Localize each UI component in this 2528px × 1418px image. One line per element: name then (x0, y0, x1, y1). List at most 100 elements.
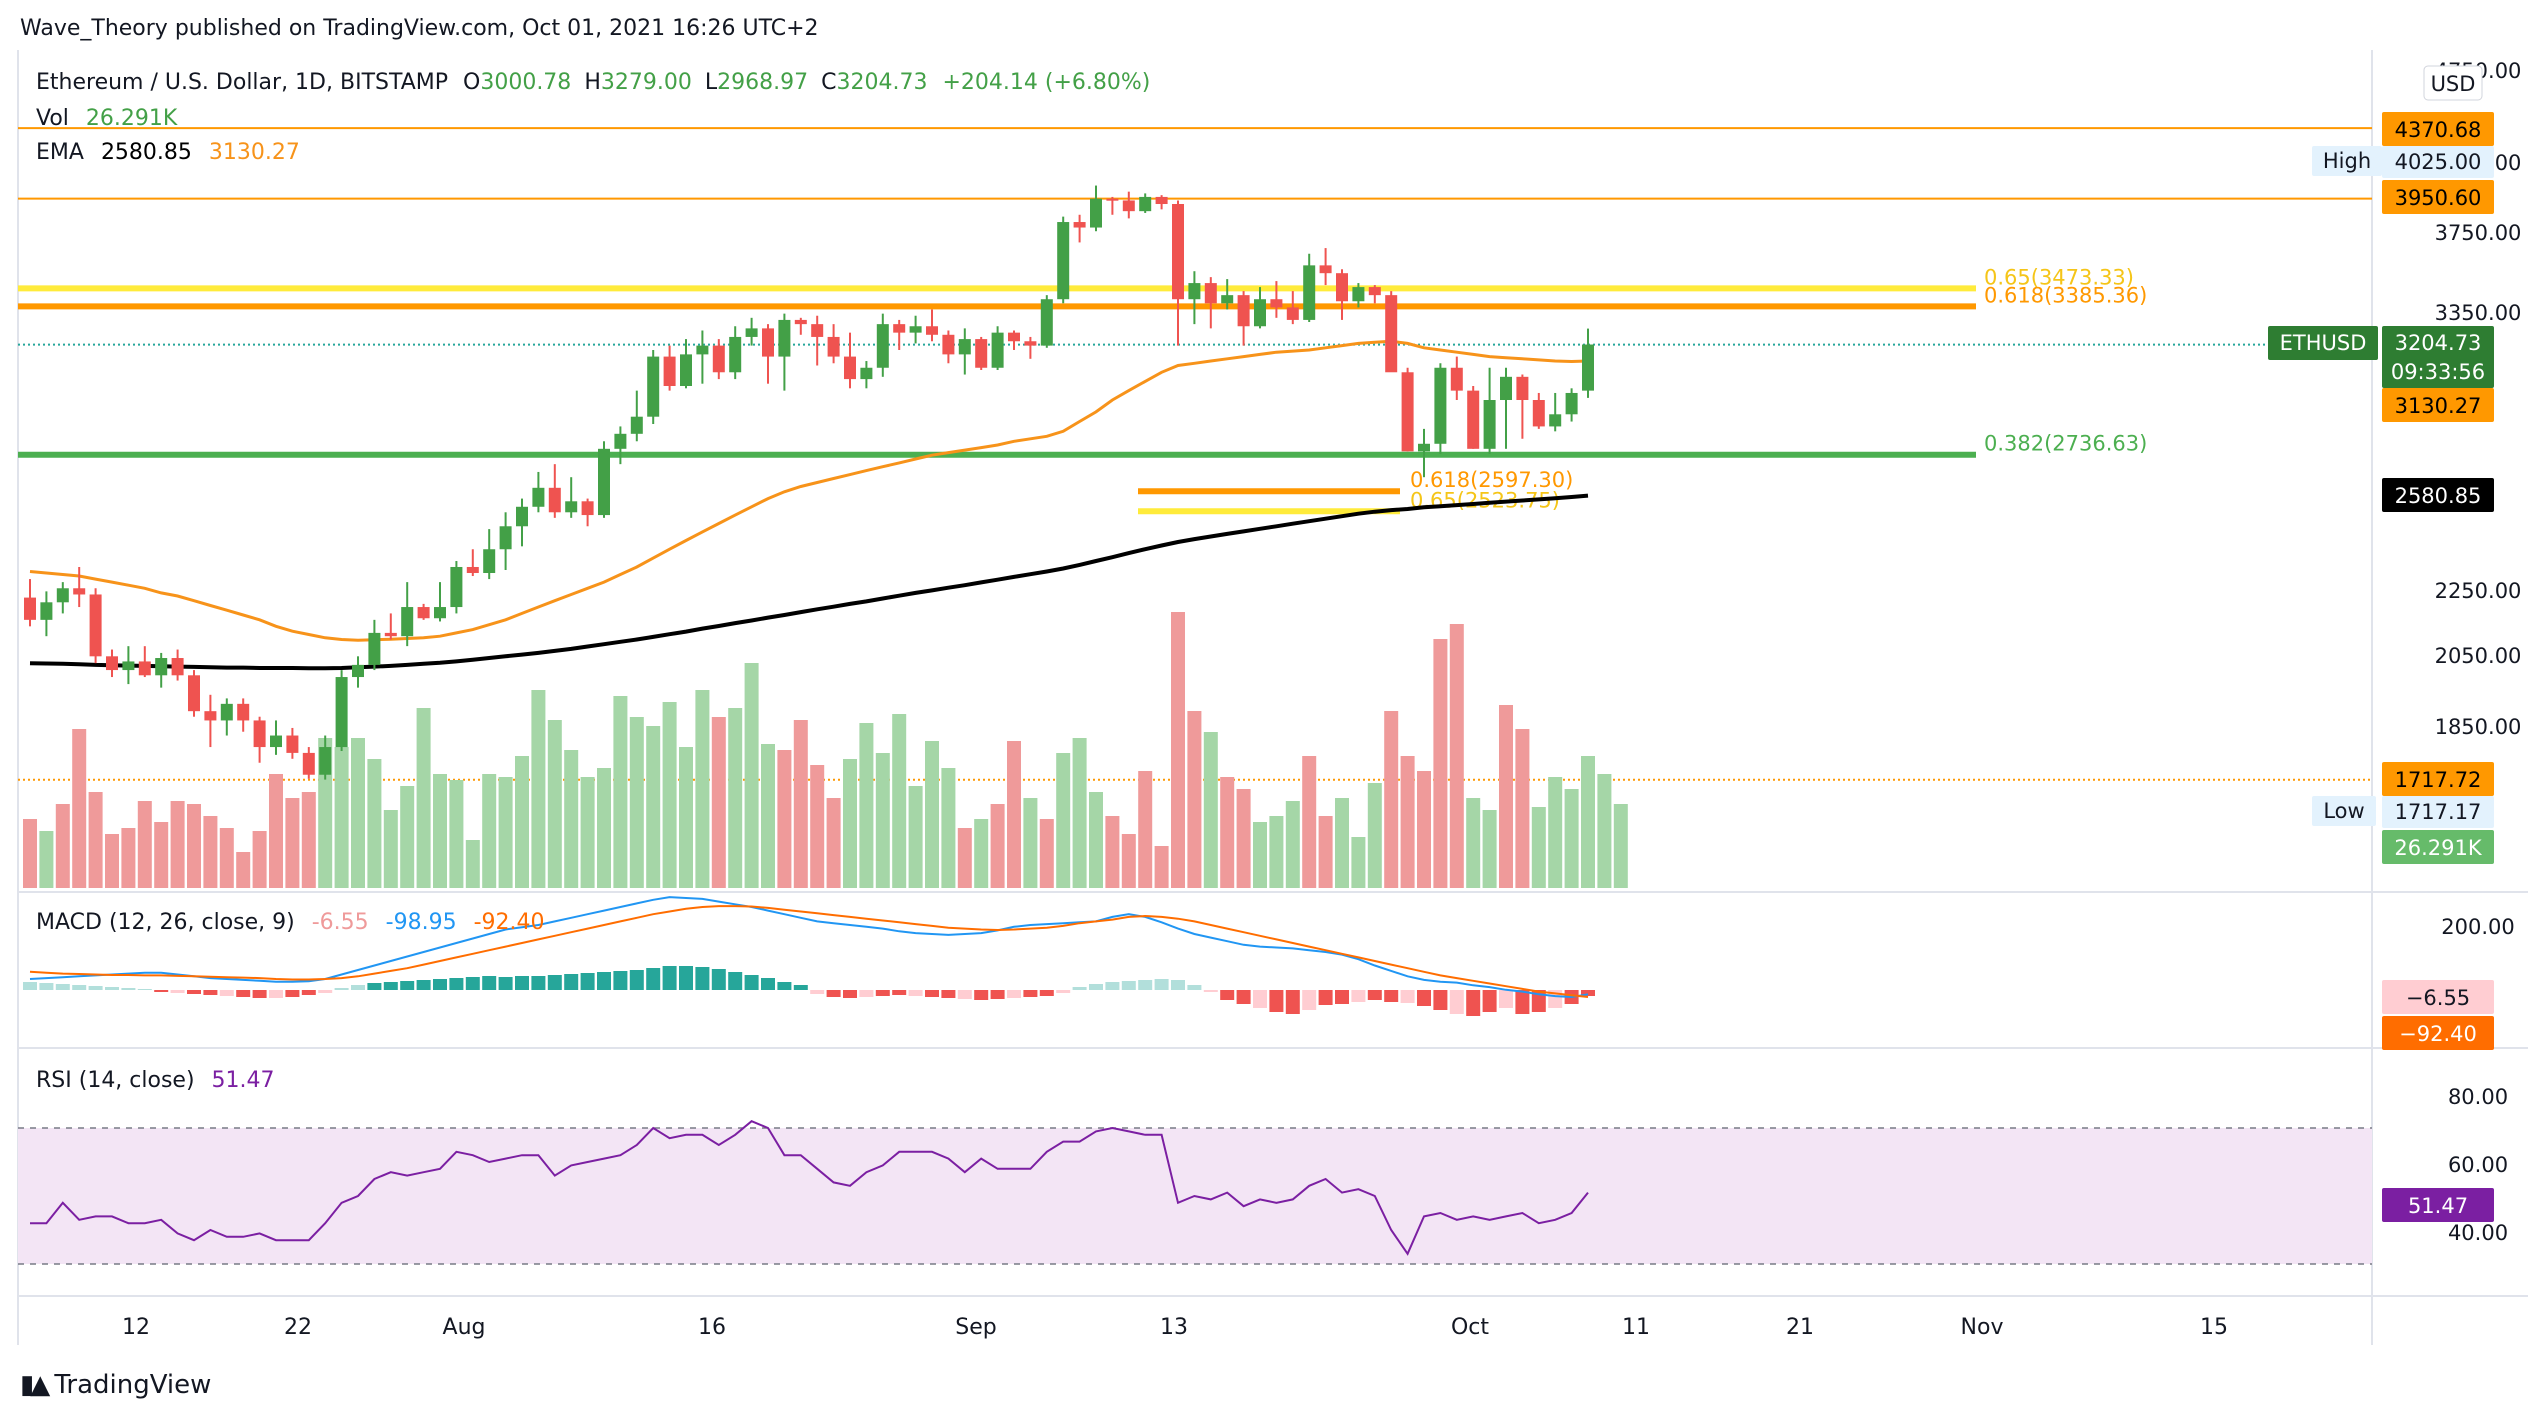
candle-body (712, 345, 725, 373)
legend-ema[interactable]: EMA 2580.85 3130.27 (36, 140, 300, 165)
candle-body (1024, 341, 1037, 346)
volume-bar (1531, 807, 1546, 888)
volume-bar (826, 798, 841, 888)
candle-body (1155, 196, 1168, 205)
volume-bar (941, 768, 956, 888)
volume-bar (1089, 792, 1103, 888)
macd-histogram-bar (1171, 980, 1185, 990)
volume-bar (547, 720, 562, 888)
volume-bar (137, 801, 152, 888)
volume-bar (433, 774, 447, 888)
volume-bar (236, 852, 251, 888)
low-tag-label: Low (2323, 799, 2364, 823)
rsi-legend[interactable]: RSI (14, close) 51.47 (36, 1068, 275, 1093)
macd-histogram-bar (957, 990, 972, 999)
macd-legend[interactable]: MACD (12, 26, close, 9) -6.55 -98.95 -92… (36, 910, 545, 935)
macd-histogram-bar (449, 978, 464, 990)
macd-signal-label-bg (2382, 1016, 2494, 1050)
price-label-4370: 4370.68 (2395, 118, 2482, 142)
macd-histogram-bar (1203, 990, 1218, 992)
ema-label: EMA (36, 140, 84, 165)
macd-histogram-bar (761, 978, 775, 990)
volume-bar (1597, 774, 1612, 888)
candle-body (1008, 332, 1020, 342)
macd-histogram-bar (1089, 984, 1103, 990)
candle-body (1303, 265, 1316, 320)
volume-bar (843, 759, 857, 888)
high-price-label: 4025.00 (2395, 150, 2482, 174)
volume-bar (1367, 783, 1382, 888)
macd-histogram-bar (154, 990, 169, 992)
candle-body (220, 703, 233, 721)
macd-histogram-bar (269, 990, 283, 998)
macd-histogram-bar (1072, 987, 1087, 990)
candle-body (384, 632, 397, 637)
macd-histogram-bar (1056, 990, 1071, 993)
volume-bar (761, 744, 775, 888)
candle-body (516, 506, 528, 527)
candle-body (286, 735, 299, 753)
candle-body (352, 664, 364, 678)
price-axis[interactable]: 4750.004025.003750.003350.002250.002050.… (2268, 59, 2521, 1245)
volume-bar (1203, 732, 1218, 888)
rsi-title: RSI (14, close) (36, 1068, 195, 1093)
volume-bar (859, 723, 874, 888)
candle-body (532, 487, 545, 507)
tradingview-watermark: ▮▲ TradingView (20, 1370, 211, 1400)
price-tick-label: 3750.00 (2435, 221, 2522, 245)
symbol-title[interactable]: Ethereum / U.S. Dollar, 1D, BITSTAMP (36, 70, 448, 95)
candle-body (73, 588, 86, 595)
ema-slow-price-label-bg (2382, 478, 2494, 512)
volume-bar (974, 819, 989, 888)
ema-slow-price-label: 2580.85 (2395, 484, 2482, 508)
macd-histogram-bar (1302, 990, 1317, 1010)
volume-bar (1417, 771, 1431, 888)
candle-body (40, 602, 53, 620)
macd-axis-tick: 200.00 (2441, 915, 2514, 939)
time-axis[interactable]: 12 22 Aug 16 Sep 13 Oct 11 21 Nov 15 (122, 1315, 2228, 1340)
volume-bar (252, 831, 267, 888)
macd-histogram-bar (170, 990, 185, 993)
candle-body (1270, 299, 1283, 308)
price-tick-label: 1850.00 (2435, 715, 2522, 739)
close-value: 3204.73 (836, 70, 928, 95)
macd-histogram-bar (1236, 990, 1251, 1004)
candle-body (1106, 198, 1119, 201)
price-label-1717: 1717.72 (2395, 768, 2482, 792)
macd-histogram-bar (55, 984, 70, 990)
candle-body (56, 588, 69, 603)
candle-body (991, 332, 1004, 368)
volume-bar (531, 690, 546, 888)
candle-body (483, 549, 496, 574)
volume-bar (269, 774, 283, 888)
macd-histogram-bar (1449, 990, 1464, 1014)
candle-body (1204, 283, 1217, 304)
macd-line (29, 896, 1589, 999)
candle-body (975, 339, 988, 368)
volume-bar (597, 768, 611, 888)
candle-body (1582, 344, 1594, 391)
volume-bar (1121, 834, 1136, 888)
candle-body (598, 448, 610, 516)
macd-histogram-bar (203, 990, 218, 995)
candle-body (1532, 400, 1545, 427)
rsi-value-label: 51.47 (2408, 1194, 2468, 1218)
volume-bar (1269, 816, 1284, 888)
volume-bar (219, 828, 234, 888)
candle-body (745, 328, 758, 337)
volume-bar (105, 834, 119, 888)
macd-histogram-bar (925, 990, 939, 997)
ema-lines (29, 339, 1589, 671)
macd-histogram-bar (1581, 990, 1595, 996)
last-price-label: 3204.73 (2395, 331, 2482, 355)
high-value: 3279.00 (600, 70, 692, 95)
macd-hist-label: −6.55 (2406, 986, 2470, 1010)
volume-bar (318, 738, 333, 888)
macd-title: MACD (12, 26, close, 9) (36, 910, 295, 935)
volume-bar (777, 750, 792, 888)
legend-volume[interactable]: Vol 26.291K (36, 106, 177, 131)
volume-bar (662, 702, 677, 888)
volume-bar (613, 696, 628, 888)
macd-histogram-bar (72, 985, 87, 990)
rsi-axis-tick: 40.00 (2448, 1221, 2508, 1245)
